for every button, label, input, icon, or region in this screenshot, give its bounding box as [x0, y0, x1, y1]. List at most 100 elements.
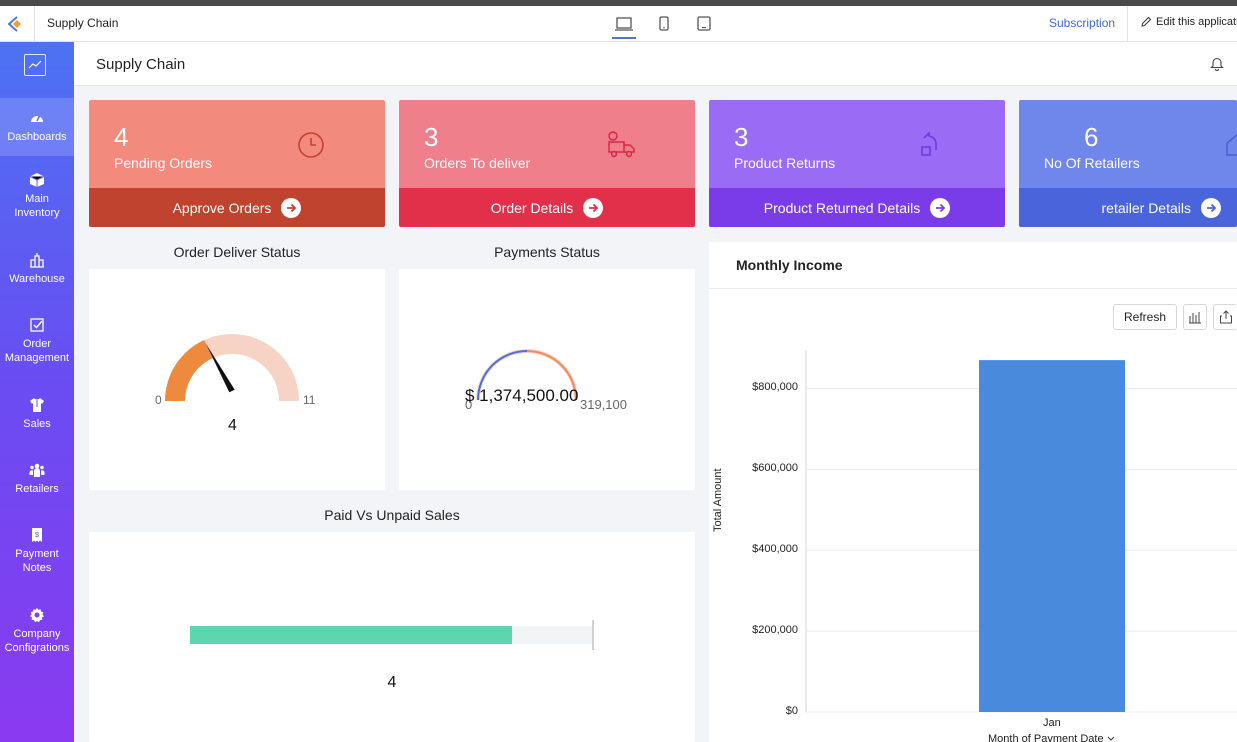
sidebar-item-label: Retailers: [15, 483, 59, 495]
card-label: Pending Orders: [114, 155, 213, 171]
pencil-icon: [1141, 16, 1152, 27]
card-action-label: Product Returned Details: [763, 199, 921, 216]
card-top: 4 Pending Orders: [89, 100, 385, 188]
card-top: 3 Product Returns: [709, 100, 1005, 188]
page-title: Supply Chain: [96, 56, 186, 73]
monthly-income-panel: Monthly Income Refresh $0 $200,000 $400,00…: [709, 242, 1237, 742]
product-returned-details-button[interactable]: Product Returned Details: [709, 188, 1005, 227]
sidebar-item-label: Company Configrations: [4, 628, 70, 654]
gauge-min-label: 0: [155, 393, 162, 407]
bar-jan[interactable]: [979, 360, 1125, 712]
checkbox-icon: [30, 318, 44, 332]
card-action-label: retailer Details: [1101, 199, 1191, 216]
payments-gauge-panel: 0 319,100 $ 1,374,500.00: [399, 269, 695, 490]
edit-application-button[interactable]: Edit this application: [1140, 16, 1237, 28]
payments-gauge-blue-arc: [477, 350, 528, 401]
arrow-right-icon: [930, 197, 951, 218]
speedometer-icon: [31, 115, 43, 122]
sidebar: Dashboards Main Inventory Warehouse Orde…: [0, 42, 74, 742]
monthly-income-chart: [805, 350, 1237, 713]
export-icon[interactable]: [1213, 304, 1237, 330]
gauge-needle: [205, 343, 235, 393]
arrow-right-icon: [583, 197, 604, 218]
card-value: 4: [114, 122, 129, 152]
arrow-right-icon: [281, 197, 302, 218]
trend-chart-icon[interactable]: [24, 54, 46, 76]
box-icon: [29, 173, 45, 187]
sidebar-item-dashboards[interactable]: Dashboards: [0, 98, 74, 156]
shirt-icon: [30, 398, 44, 412]
gear-icon: [30, 607, 44, 623]
card-value: 3: [734, 122, 749, 152]
order-details-button[interactable]: Order Details: [399, 188, 695, 227]
payments-gauge-orange-arc: [526, 350, 577, 401]
sidebar-item-main-inventory[interactable]: Main Inventory: [0, 172, 74, 220]
y-tick-label: $0: [785, 705, 798, 717]
mobile-icon[interactable]: [654, 14, 674, 34]
bell-icon[interactable]: [1210, 56, 1224, 71]
tablet-icon[interactable]: [694, 14, 714, 34]
y-tick-label: $800,000: [752, 381, 798, 394]
payments-max-label: 319,100: [580, 397, 627, 412]
sidebar-item-sales[interactable]: Sales: [0, 397, 74, 431]
x-axis-label[interactable]: Month of Payment Date: [988, 733, 1115, 742]
topbar-divider: [1127, 6, 1128, 41]
card-orders-to-deliver: 3 Orders To deliver Order Details: [399, 100, 695, 227]
x-tick-label-jan: Jan: [1043, 717, 1061, 729]
app-logo-icon[interactable]: [0, 6, 35, 41]
card-top: 3 Orders To deliver: [399, 100, 695, 188]
y-tick-label: $200,000: [752, 624, 798, 637]
payments-status-title: Payments Status: [494, 244, 600, 260]
approve-orders-button[interactable]: Approve Orders: [89, 188, 385, 227]
laptop-icon[interactable]: [612, 14, 636, 39]
refresh-button[interactable]: Refresh: [1113, 304, 1177, 330]
sidebar-item-retailers[interactable]: Retailers: [0, 462, 74, 496]
gauge-max-label: 11: [303, 393, 316, 407]
subscription-link[interactable]: Subscription: [1049, 16, 1116, 30]
bar-chart-icon[interactable]: [1183, 304, 1207, 330]
retailer-details-button[interactable]: retailer Details: [1019, 188, 1237, 227]
sidebar-item-label: Dashboards: [7, 131, 67, 143]
sidebar-item-warehouse[interactable]: Warehouse: [0, 252, 74, 286]
monthly-income-header: Monthly Income: [709, 242, 1237, 289]
paid-unpaid-panel: 4: [89, 532, 695, 742]
svg-text:$: $: [35, 532, 39, 539]
device-preview-switcher: [612, 14, 714, 39]
receipt-icon: $: [32, 528, 42, 542]
top-bar: Supply Chain Subscription Edit this appl…: [0, 0, 1237, 42]
sidebar-item-label: Warehouse: [9, 273, 65, 285]
sidebar-item-label: Main Inventory: [14, 193, 60, 219]
gauge-fill: [165, 340, 213, 401]
sidebar-item-label: Order Management: [4, 338, 70, 364]
order-deliver-title: Order Deliver Status: [173, 244, 301, 260]
warehouse-icon: [30, 253, 44, 268]
page-header: Supply Chain: [74, 42, 1237, 86]
clock-icon: [298, 132, 324, 158]
card-label: Product Returns: [734, 155, 836, 171]
sidebar-item-company-configrations[interactable]: Company Configrations: [0, 607, 74, 655]
y-axis-label: Total Amount: [712, 468, 724, 532]
payments-value: $ 1,374,500.00: [465, 386, 579, 405]
order-deliver-gauge-panel: 0 11 4: [89, 269, 385, 490]
x-axis-label-text: Month of Payment Date: [988, 733, 1104, 742]
card-label: Orders To deliver: [424, 155, 531, 171]
sidebar-item-label: Payment Notes: [15, 548, 59, 574]
sidebar-item-payment-notes[interactable]: $ Payment Notes: [0, 527, 74, 575]
card-value: 6: [1084, 122, 1099, 152]
card-no-of-retailers: 6 No Of Retailers retailer Details: [1019, 100, 1237, 227]
y-tick-label: $600,000: [752, 462, 798, 475]
paid-unpaid-title: Paid Vs Unpaid Sales: [324, 507, 460, 523]
sidebar-item-order-management[interactable]: Order Management: [0, 317, 74, 365]
people-icon: [29, 463, 45, 477]
card-action-label: Order Details: [490, 199, 574, 216]
monthly-income-title: Monthly Income: [736, 257, 843, 273]
card-product-returns: 3 Product Returns Product Returned Detai…: [709, 100, 1005, 227]
card-value: 3: [424, 122, 439, 152]
delivery-truck-icon: [608, 131, 635, 158]
payments-gauge: [476, 349, 578, 401]
paid-unpaid-target-marker: [592, 620, 594, 650]
return-arrow-icon: [921, 131, 937, 156]
card-label: No Of Retailers: [1044, 155, 1140, 171]
gauge-value: 4: [228, 417, 237, 434]
card-action-label: Approve Orders: [172, 199, 272, 216]
